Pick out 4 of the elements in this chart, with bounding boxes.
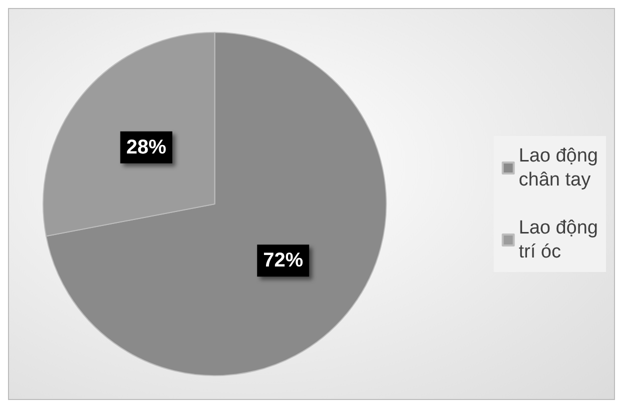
data-label: 28% [126, 136, 167, 158]
legend-label: Lao động trí óc [518, 218, 598, 262]
data-label: 72% [263, 250, 304, 272]
legend-label: Lao động chân tay [518, 146, 598, 190]
